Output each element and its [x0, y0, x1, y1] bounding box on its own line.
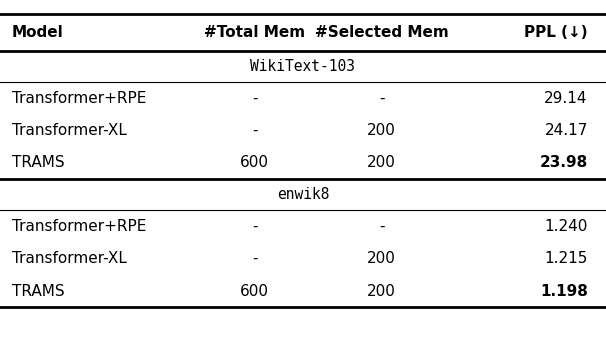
Text: TRAMS: TRAMS	[12, 156, 65, 170]
Text: -: -	[251, 251, 258, 266]
Text: 23.98: 23.98	[539, 156, 588, 170]
Text: #Total Mem: #Total Mem	[204, 25, 305, 40]
Text: 24.17: 24.17	[544, 123, 588, 138]
Text: Transformer+RPE: Transformer+RPE	[12, 91, 147, 106]
Text: 200: 200	[367, 284, 396, 298]
Text: 600: 600	[240, 156, 269, 170]
Text: -: -	[379, 91, 385, 106]
Text: -: -	[251, 123, 258, 138]
Text: 1.240: 1.240	[544, 219, 588, 234]
Text: 200: 200	[367, 123, 396, 138]
Text: Transformer-XL: Transformer-XL	[12, 123, 127, 138]
Text: Transformer-XL: Transformer-XL	[12, 251, 127, 266]
Text: 600: 600	[240, 284, 269, 298]
Text: WikiText-103: WikiText-103	[250, 59, 356, 74]
Text: PPL (↓): PPL (↓)	[524, 25, 588, 40]
Text: 1.198: 1.198	[540, 284, 588, 298]
Text: Transformer+RPE: Transformer+RPE	[12, 219, 147, 234]
Text: 200: 200	[367, 156, 396, 170]
Text: -: -	[251, 91, 258, 106]
Text: enwik8: enwik8	[277, 187, 329, 202]
Text: TRAMS: TRAMS	[12, 284, 65, 298]
Text: 29.14: 29.14	[544, 91, 588, 106]
Text: 1.215: 1.215	[544, 251, 588, 266]
Text: #Selected Mem: #Selected Mem	[315, 25, 448, 40]
Text: 200: 200	[367, 251, 396, 266]
Text: Model: Model	[12, 25, 64, 40]
Text: -: -	[251, 219, 258, 234]
Text: -: -	[379, 219, 385, 234]
